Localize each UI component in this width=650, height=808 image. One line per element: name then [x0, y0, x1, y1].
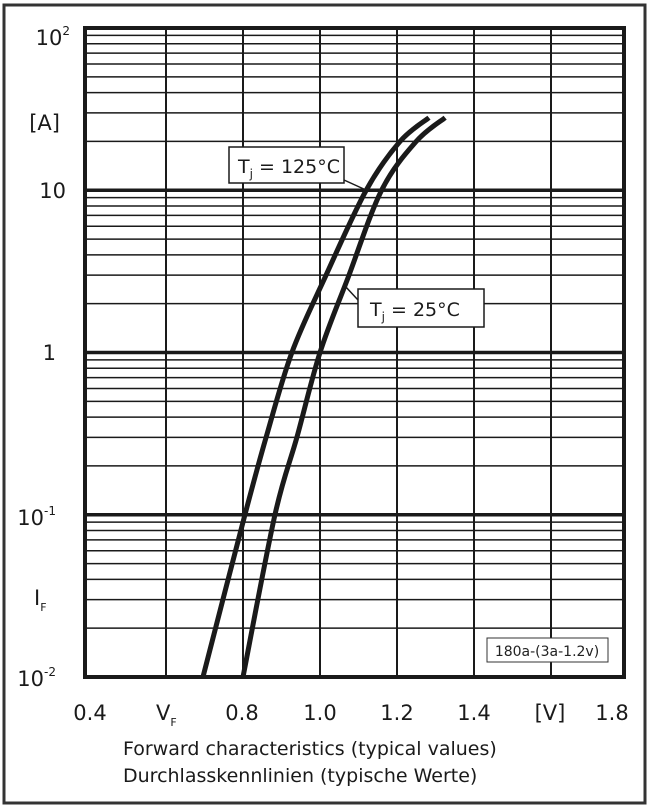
plot-border — [83, 26, 626, 679]
leader-line-25c — [344, 285, 359, 301]
y-tick-0.01: 10-2 — [17, 665, 56, 691]
x-tick-1.8: 1.8 — [595, 701, 628, 725]
outer-frame — [2, 3, 647, 805]
y-tick-1: 1 — [43, 341, 56, 365]
curve-125c — [200, 115, 431, 678]
svg-text:Tj = 25°C: Tj = 25°C — [369, 299, 460, 324]
curves — [200, 115, 447, 678]
x-tick-0.8: 0.8 — [225, 701, 258, 725]
x-tick-1.2: 1.2 — [380, 701, 413, 725]
x-tick-1.0: 1.0 — [303, 701, 336, 725]
caption-german: Durchlasskennlinien (typische Werte) — [123, 765, 477, 787]
x-unit: [V] — [535, 701, 566, 725]
label-125c: Tj = 125°C — [228, 146, 367, 191]
y-tick-100: 102 — [36, 24, 70, 50]
y-label: IF — [34, 586, 47, 614]
y-unit: [A] — [29, 111, 60, 135]
svg-text:180a-(3a-1.2v): 180a-(3a-1.2v) — [495, 644, 599, 660]
caption-english: Forward characteristics (typical values) — [123, 738, 497, 760]
label-25c: Tj = 25°C — [344, 285, 485, 328]
grid — [85, 28, 624, 677]
curve-25c — [240, 115, 447, 678]
y-axis-labels: 102 [A] 10 1 10-1 IF 10-2 — [17, 24, 70, 691]
x-axis-labels: 0.4 VF 0.8 1.0 1.2 1.4 [V] 1.8 — [73, 701, 628, 729]
x-tick-0.4: 0.4 — [73, 701, 106, 725]
x-tick-1.4: 1.4 — [457, 701, 490, 725]
annotation-box: 180a-(3a-1.2v) — [486, 637, 609, 663]
leader-line-125c — [343, 179, 367, 191]
x-label: VF — [156, 701, 177, 729]
y-tick-10: 10 — [39, 179, 66, 203]
svg-text:Tj = 125°C: Tj = 125°C — [237, 156, 340, 181]
y-tick-0.1: 10-1 — [17, 504, 56, 530]
